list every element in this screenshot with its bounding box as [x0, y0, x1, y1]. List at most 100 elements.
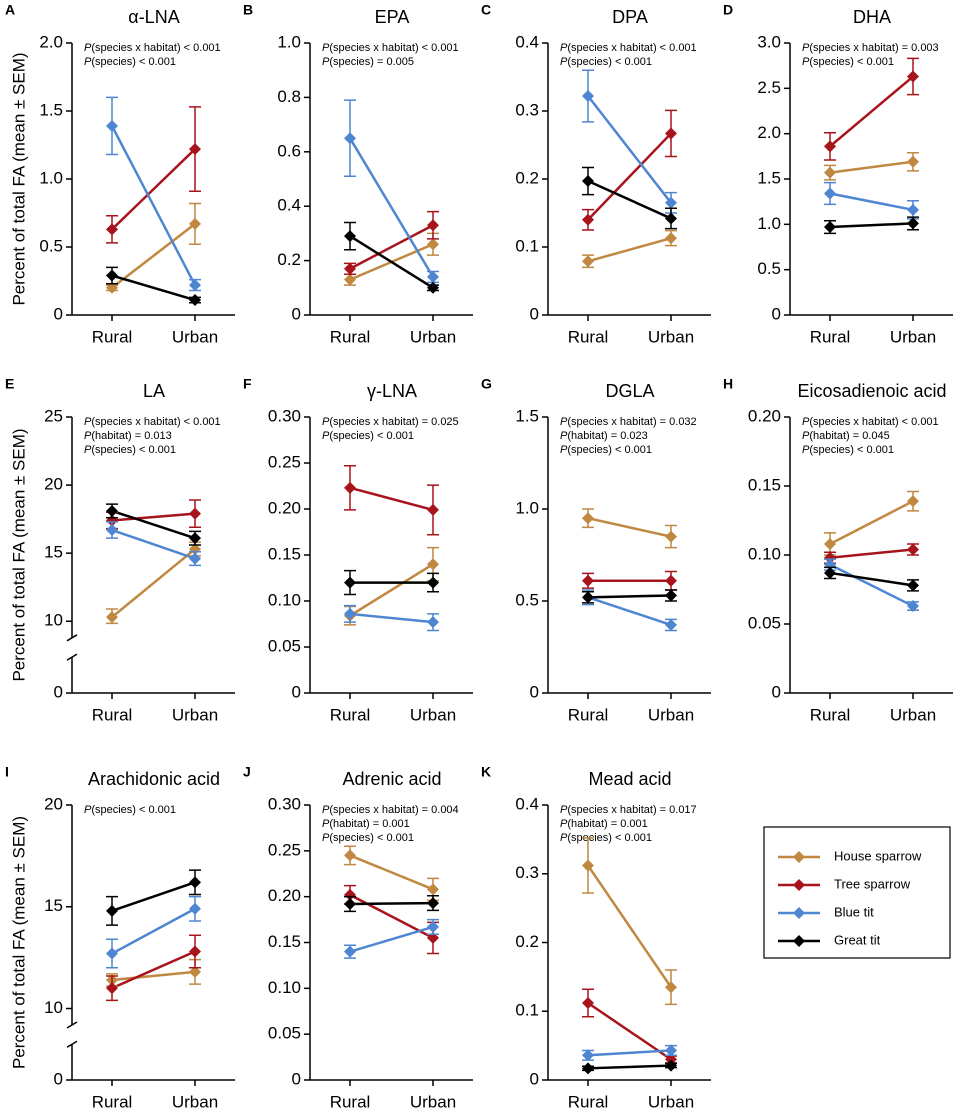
x-tick-label: Urban: [410, 327, 456, 346]
y-tick-label: 0.10: [268, 590, 301, 609]
panel-title: Arachidonic acid: [88, 769, 220, 789]
marker: [344, 898, 356, 910]
y-tick-label: 1.5: [39, 100, 63, 119]
annotation: P(species) < 0.001: [560, 832, 652, 844]
y-tick-label: 0.05: [268, 636, 301, 655]
y-tick-label: 0: [530, 304, 539, 323]
marker: [665, 196, 677, 209]
y-tick-label: 0.15: [268, 932, 301, 951]
y-tick-label: 0.2: [515, 932, 539, 951]
marker: [427, 238, 439, 251]
y-axis-label: Percent of total FA (mean ± SEM): [9, 428, 28, 681]
marker: [344, 132, 356, 145]
series-line: [111, 950, 196, 990]
series-line: [349, 224, 434, 270]
marker: [824, 166, 836, 179]
legend-label: Great tit: [834, 932, 881, 947]
panel-letter: A: [5, 2, 15, 18]
y-tick-label: 0.5: [515, 590, 539, 609]
marker: [582, 574, 594, 587]
y-tick-label: 0.05: [268, 1024, 301, 1043]
panel-letter: I: [5, 764, 9, 780]
y-tick-label: 0.25: [268, 452, 301, 471]
y-tick-label: 2.0: [39, 32, 63, 51]
y-tick-label: 0: [530, 682, 539, 701]
panel-letter: K: [481, 764, 491, 780]
y-tick-label: 3.0: [757, 32, 781, 51]
y-axis-label: Percent of total FA (mean ± SEM): [9, 816, 28, 1069]
x-tick-label: Rural: [92, 1092, 133, 1110]
marker: [189, 217, 201, 230]
y-tick-label: 20: [44, 475, 63, 494]
series-line: [111, 548, 196, 619]
legend-box: [763, 826, 951, 959]
marker: [427, 219, 439, 232]
panel: 0 0.5 1.0 1.5 Rural Urban G DGLA P(species x hab…: [481, 376, 711, 724]
series-line: [587, 236, 672, 263]
panel-title: Adrenic acid: [342, 769, 441, 789]
marker: [344, 230, 356, 243]
series-line: [349, 854, 434, 891]
marker: [665, 574, 677, 587]
marker: [189, 945, 201, 958]
marker: [106, 119, 118, 132]
series-line: [829, 160, 914, 174]
annotation: P(species x habitat) = 0.025: [322, 416, 459, 428]
y-tick-label: 0.5: [39, 236, 63, 255]
x-tick-label: Rural: [330, 1092, 371, 1110]
y-tick-label: 0.6: [277, 141, 301, 160]
series-line: [587, 1064, 672, 1070]
legend-label: Tree sparrow: [834, 876, 911, 891]
annotation: P(species) < 0.001: [802, 444, 894, 456]
marker: [907, 217, 919, 230]
y-tick-label: 0.4: [515, 794, 539, 813]
series-line: [829, 548, 914, 560]
annotation: P(species x habitat) < 0.001: [560, 42, 697, 54]
series-line: [111, 509, 196, 540]
marker: [344, 273, 356, 286]
series-line: [587, 132, 672, 221]
panel-letter: F: [243, 376, 252, 392]
series-line: [587, 516, 672, 538]
annotation: P(habitat) = 0.013: [84, 430, 172, 442]
marker: [665, 618, 677, 631]
marker: [907, 203, 919, 216]
axis-break: [66, 1040, 78, 1048]
series-line: [349, 486, 434, 512]
y-tick-label: 0.05: [748, 613, 781, 632]
y-tick-label: 0.5: [757, 259, 781, 278]
y-tick-label: 0.20: [268, 498, 301, 517]
x-tick-label: Rural: [330, 327, 371, 346]
marker: [106, 982, 118, 995]
marker: [189, 876, 201, 889]
marker: [106, 223, 118, 236]
marker: [582, 175, 594, 188]
annotation: P(species) = 0.005: [322, 56, 414, 68]
series-line: [111, 512, 196, 522]
y-tick-label: 1.5: [757, 168, 781, 187]
series-line: [349, 612, 434, 624]
y-tick-label: 0.3: [515, 863, 539, 882]
x-tick-label: Urban: [890, 705, 936, 724]
marker: [427, 503, 439, 516]
marker: [344, 262, 356, 275]
marker: [189, 294, 201, 307]
marker: [582, 1062, 594, 1075]
panel: 0 0.05 0.10 0.15 0.20 Rural Urban H Eicosadienoi…: [723, 376, 953, 724]
panel: 0 0.2 0.4 0.6 0.8 1.0 Rural Urban B EPA P(species …: [243, 2, 473, 346]
marker: [824, 187, 836, 200]
y-tick-label: 0.10: [748, 544, 781, 563]
legend-marker: [793, 907, 805, 919]
y-tick-label: 0.20: [748, 406, 781, 425]
marker: [665, 530, 677, 543]
panel-letter: H: [723, 376, 733, 392]
y-tick-label: 1.0: [515, 498, 539, 517]
marker: [582, 255, 594, 268]
marker: [427, 883, 439, 896]
axis-break: [66, 653, 78, 661]
series-line: [586, 864, 673, 988]
y-tick-label: 0.2: [515, 168, 539, 187]
y-tick-label: 15: [44, 543, 63, 562]
marker: [582, 591, 594, 604]
